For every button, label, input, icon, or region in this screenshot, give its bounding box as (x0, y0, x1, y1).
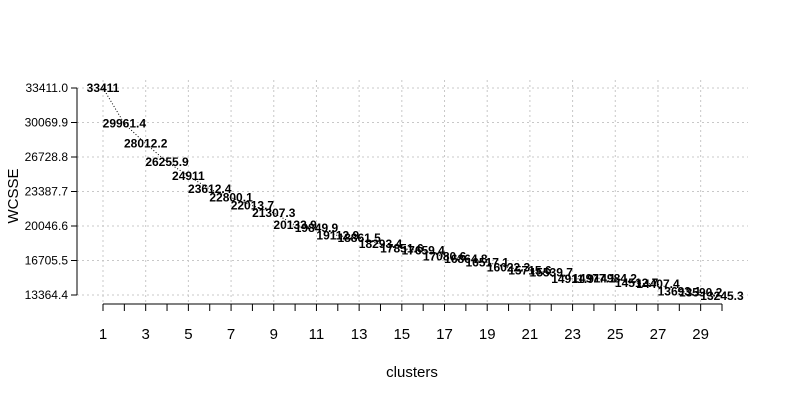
data-label: 22800.1 (209, 191, 253, 205)
y-tick-label: 23387.7 (25, 185, 69, 199)
x-tick-label: 21 (522, 326, 539, 343)
data-label: 17659.4 (401, 244, 445, 258)
y-tick-label: 20046.6 (25, 219, 69, 233)
grid (77, 80, 748, 304)
data-label: 23612.4 (188, 182, 232, 196)
data-label: 20133.9 (273, 218, 317, 232)
x-tick-label: 11 (309, 326, 325, 343)
axes: 13364.4 16705.5 20046.6 23387.7 26728.8 30069… (25, 81, 723, 343)
x-tick-label: 1 (99, 326, 107, 343)
data-label: 14984.2 (594, 271, 638, 285)
data-label: 15715.6 (508, 264, 552, 278)
data-label: 26255.9 (145, 155, 189, 169)
data-label: 24911 (172, 169, 205, 183)
data-label: 16517.1 (466, 255, 510, 269)
x-tick-label: 3 (142, 326, 150, 343)
x-tick-label: 17 (436, 326, 453, 343)
data-label: 14911.9 (551, 272, 594, 286)
x-tick-label: 19 (479, 326, 496, 343)
data-label: 22013.7 (231, 199, 275, 213)
data-label: 19849.9 (295, 221, 339, 235)
y-axis-title: WCSSE (5, 168, 22, 223)
y-tick-label: 33411.0 (26, 81, 69, 95)
x-tick-label: 23 (564, 326, 581, 343)
y-tick-label: 26728.8 (25, 150, 69, 164)
data-label: 15539.7 (530, 266, 574, 280)
y-tick-label: 13364.4 (25, 288, 69, 302)
y-tick-label: 30069.9 (25, 116, 69, 130)
x-axis-title: clusters (386, 364, 438, 381)
data-label: 13693.1 (658, 285, 702, 299)
x-tick-label: 5 (184, 326, 192, 343)
data-label: 16022.3 (487, 261, 531, 275)
x-tick-label: 27 (650, 326, 667, 343)
x-tick-label: 15 (393, 326, 410, 343)
data-label: 21307.3 (252, 206, 296, 220)
x-tick-label: 7 (227, 326, 235, 343)
data-label: 13245.3 (700, 289, 744, 303)
data-label: 17851.6 (380, 242, 424, 256)
data-label: 29961.4 (103, 117, 147, 131)
x-tick-label: 9 (270, 326, 278, 343)
data-label: 14977.1 (572, 271, 616, 285)
x-tick-label: 25 (607, 326, 624, 343)
data-label: 14512.7 (615, 276, 659, 290)
data-label: 17080.6 (423, 250, 467, 264)
data-label: 19112.9 (316, 229, 359, 243)
data-label: 16864.8 (444, 252, 488, 266)
data-label: 28012.2 (124, 137, 168, 151)
data-label: 14407.4 (636, 277, 680, 291)
data-label: 18861.5 (337, 231, 381, 245)
data-labels: 3341129961.428012.226255.92491123612.422… (87, 81, 744, 303)
data-label: 13590.2 (679, 286, 723, 300)
x-tick-label: 29 (692, 326, 709, 343)
data-label: 18293.4 (359, 237, 403, 251)
y-tick-label: 16705.5 (25, 254, 69, 268)
data-label: 33411 (87, 81, 120, 95)
x-tick-label: 13 (351, 326, 368, 343)
